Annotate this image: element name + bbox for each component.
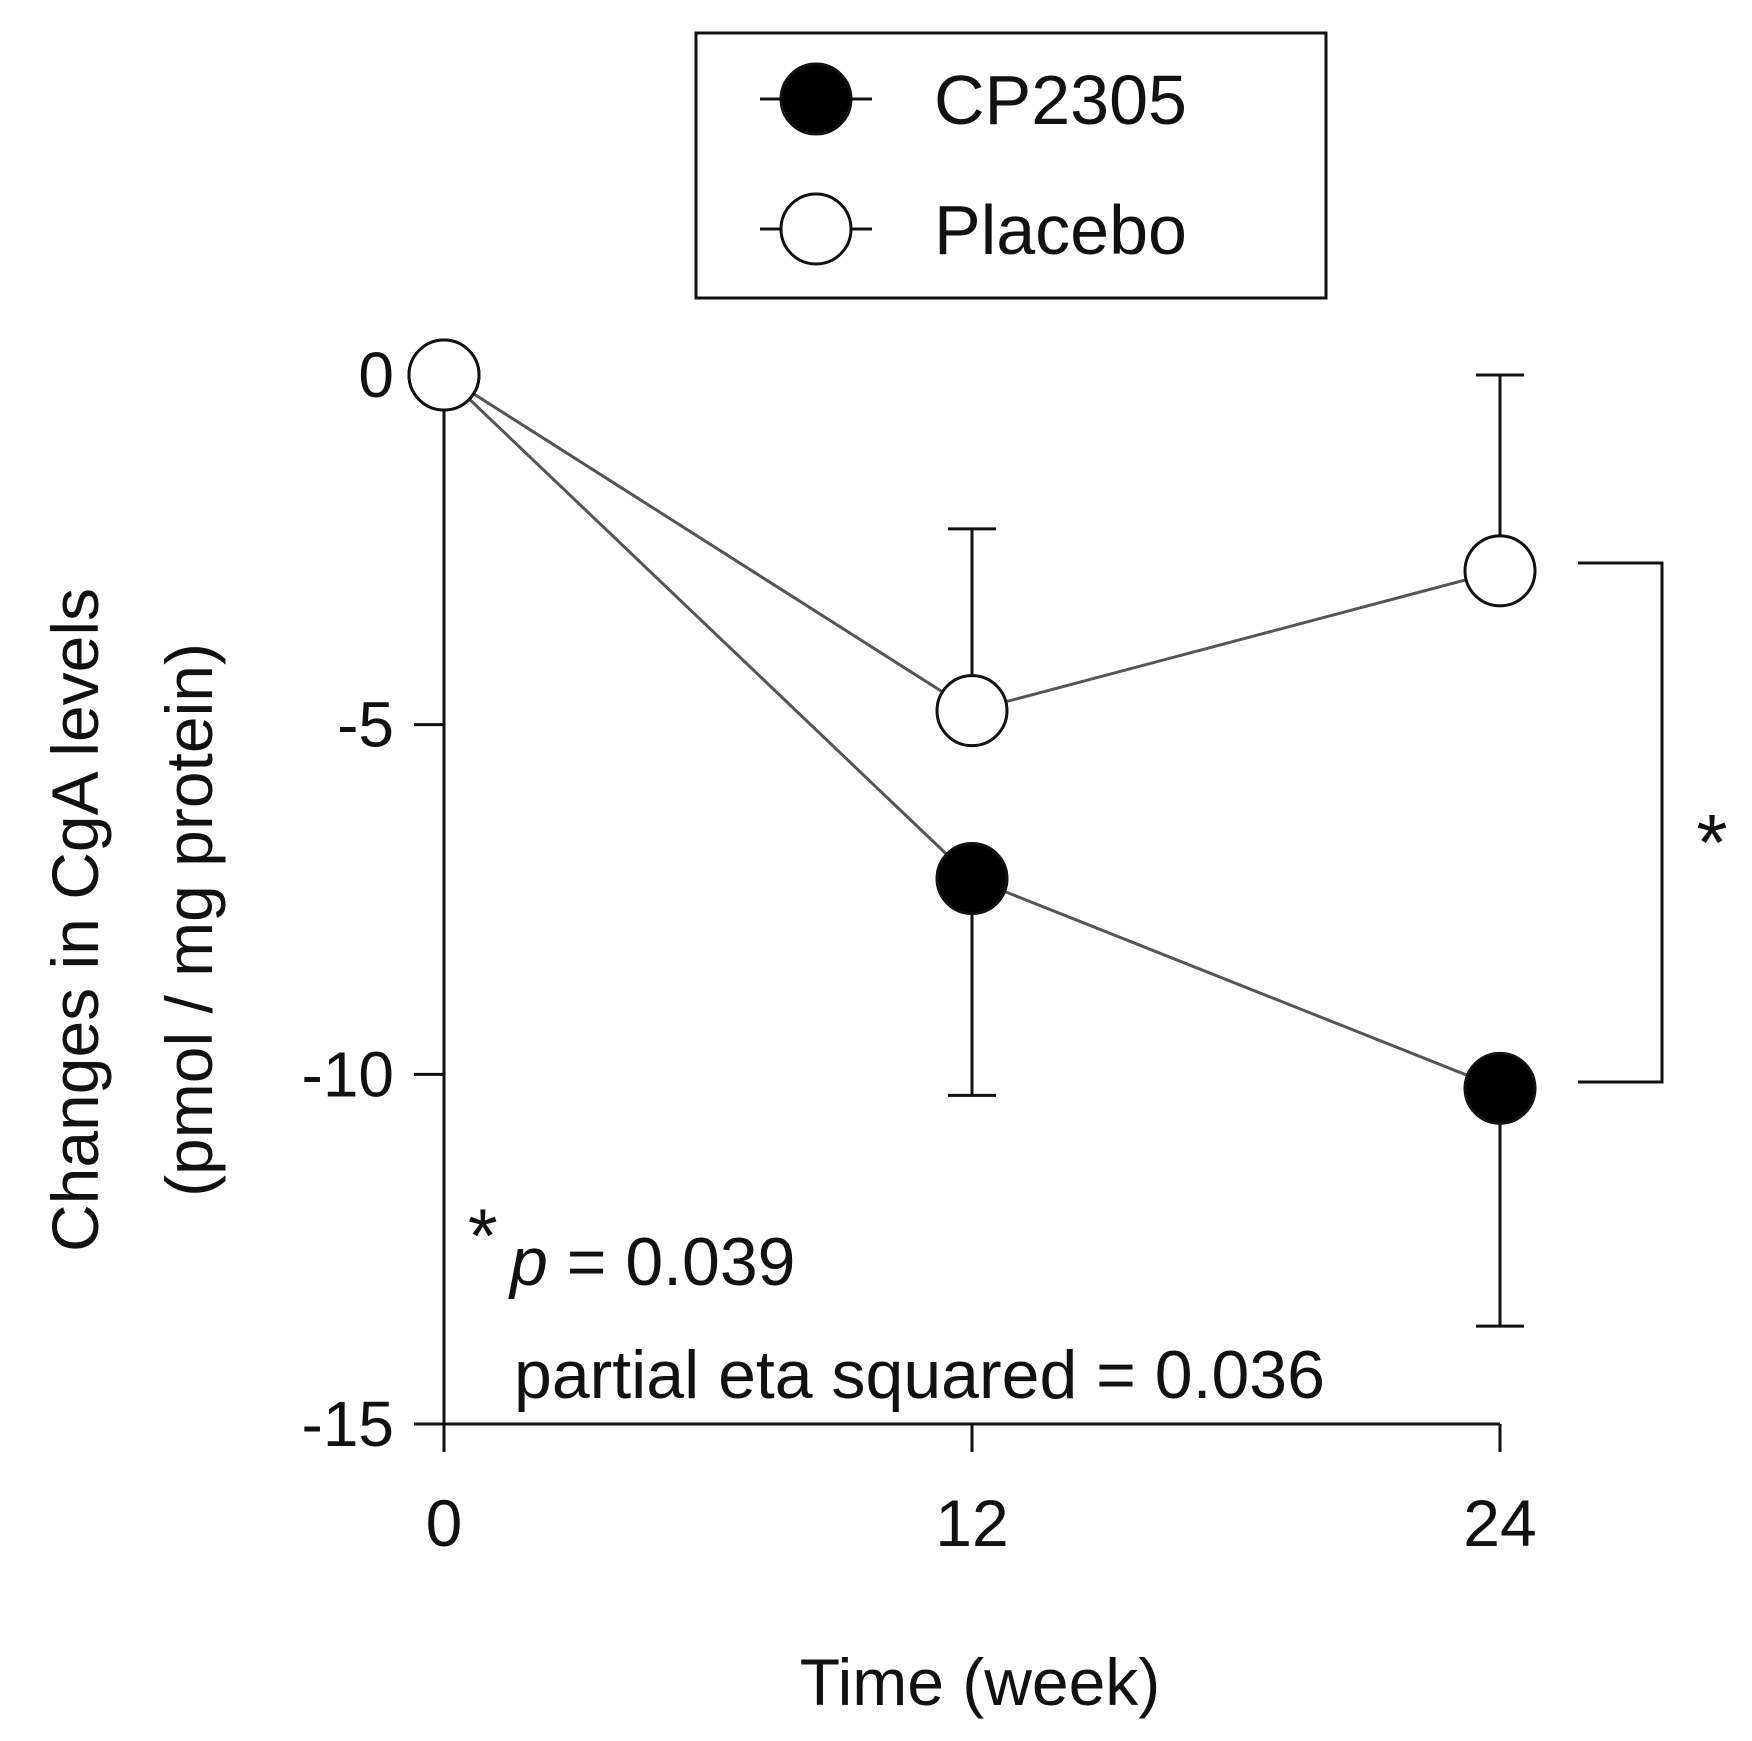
significance-bracket: * [1578,561,1728,1084]
data-points [407,338,1537,1125]
p-value-text: p = 0.039 [508,1224,796,1300]
legend-label-placebo: Placebo [934,191,1187,269]
p-value-rest: = 0.039 [548,1224,796,1300]
annotation-asterisk: * [468,1194,498,1279]
legend: CP2305 Placebo [694,31,1328,300]
bracket-line [1578,561,1664,1084]
legend-marker-cp2305 [779,62,853,136]
data-point-placebo [407,338,481,412]
axes: 0 -5 -10 -15 0 12 24 [302,339,1537,1560]
y-tick-label: -10 [302,1038,395,1110]
effect-size-text: partial eta squared = 0.036 [514,1337,1325,1413]
x-tick-label: 24 [1463,1486,1536,1560]
y-tick-label: 0 [358,339,394,411]
y-axis-title-line2: (pmol / mg protein) [152,643,226,1197]
error-bars [948,373,1524,1328]
p-value-symbol: p [508,1224,548,1300]
y-tick-label: -5 [337,689,394,761]
data-point-placebo [935,674,1009,748]
bracket-asterisk: * [1696,798,1727,887]
x-axis-title: Time (week) [800,1645,1161,1719]
data-point-placebo [1463,534,1537,608]
data-point-cp2305 [935,842,1009,916]
x-tick-label: 12 [935,1486,1008,1560]
y-tick-label: -15 [302,1388,395,1460]
legend-label-cp2305: CP2305 [934,61,1187,139]
y-axis-title-line1: Changes in CgA levels [38,588,112,1252]
data-point-cp2305 [1463,1051,1537,1125]
x-tick-label: 0 [426,1486,463,1560]
legend-marker-placebo [779,192,853,266]
stats-annotation: * p = 0.039 partial eta squared = 0.036 [468,1194,1325,1413]
